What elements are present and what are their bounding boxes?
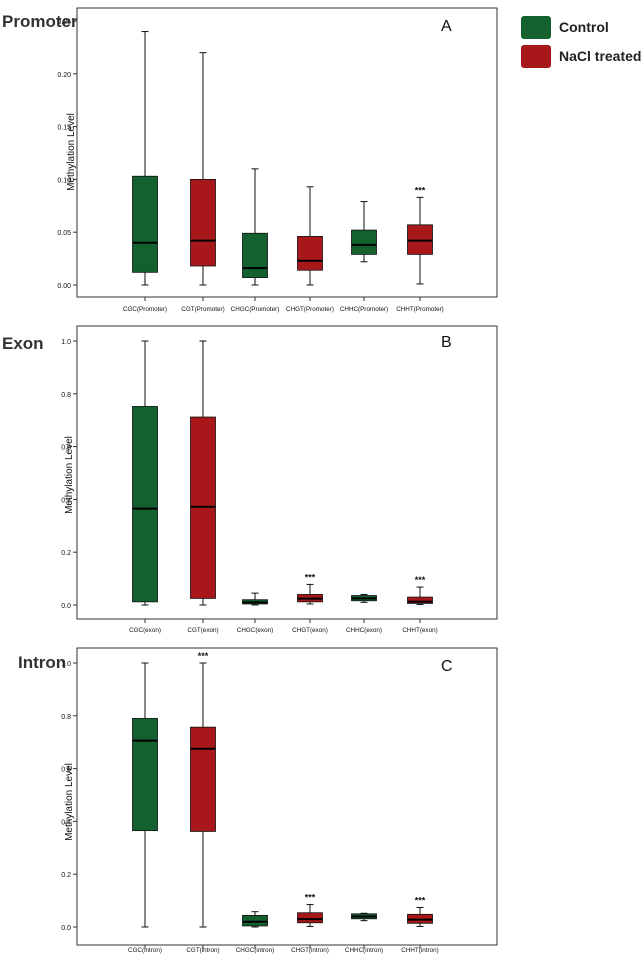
panel-a-letter: A — [441, 18, 452, 35]
panel-c-y-tick-label: 0.2 — [61, 872, 71, 879]
panel-c-x-tick-label: CGC(intron) — [128, 947, 162, 954]
panel-c-box — [297, 912, 323, 924]
panel-b-y-axis-label: Methylation Level — [64, 436, 75, 514]
panel-b-y-tick-label: 0.2 — [61, 550, 71, 557]
panel-a-y-tick-label: 0.10 — [57, 177, 71, 184]
legend-swatch-nacl — [521, 44, 551, 68]
panel-b-x-tick-label: CGT(exon) — [187, 627, 218, 634]
panel-b-title: Exon — [2, 334, 44, 353]
panel-b-x-tick-label: CGC(exon) — [129, 627, 161, 634]
panel-a-y-tick-label: 0.15 — [57, 125, 71, 132]
panel-a-x-tick-label: CHHT(Promoter) — [396, 306, 444, 313]
panel-b-significance-label: *** — [305, 572, 316, 582]
panel-a-y-tick-label: 0.25 — [57, 19, 71, 26]
panel-a-title: Promoter — [2, 12, 78, 31]
panel-a-significance-label: *** — [415, 185, 426, 195]
panel-c-box — [190, 726, 216, 832]
panel-b-significance-label: *** — [415, 575, 426, 585]
panel-a-y-tick-label: 0.05 — [57, 230, 71, 237]
panel-b-y-tick-label: 0.8 — [61, 392, 71, 399]
panel-c-letter: C — [441, 658, 453, 675]
panel-c-x-tick-label: CHGT(intron) — [291, 947, 329, 954]
panel-c-significance-label: *** — [415, 895, 426, 905]
panel-a-box — [351, 229, 377, 255]
panel-a-box — [297, 236, 323, 271]
legend-swatch-control — [521, 15, 551, 39]
panel-a-y-tick-label: 0.20 — [57, 72, 71, 79]
panel-c-x-tick-label: CGT(intron) — [186, 947, 219, 954]
panel-c-y-tick-label: 0.6 — [61, 767, 71, 774]
panel-b-letter: B — [441, 334, 452, 351]
panel-b-frame — [76, 325, 498, 620]
panel-a-box — [132, 175, 158, 273]
legend-label-control: Control — [559, 19, 609, 35]
panel-b-y-tick-label: 0.4 — [61, 497, 71, 504]
panel-a-y-axis-label: Methylation Level — [66, 113, 77, 191]
panel-c-box — [132, 718, 158, 832]
panel-a-x-tick-label: CGC(Promoter) — [123, 306, 167, 313]
panel-b-box — [132, 406, 158, 603]
panel-b-box — [407, 596, 433, 604]
panel-c-x-tick-label: CHHT(intron) — [401, 947, 438, 954]
legend-item-nacl: NaCl treated — [521, 43, 644, 69]
panel-b-x-tick-label: CHHT(exon) — [402, 627, 437, 634]
panel-b-x-tick-label: CHHC(exon) — [346, 627, 382, 634]
panel-a-frame — [76, 7, 498, 298]
panel-c-y-tick-label: 0.4 — [61, 819, 71, 826]
legend-item-control: Control — [521, 14, 644, 40]
panel-c-significance-label: *** — [198, 651, 209, 661]
panel-a-x-tick-label: CHHC(Promoter) — [340, 306, 388, 313]
panel-b-x-tick-label: CHGC(exon) — [237, 627, 273, 634]
panel-c-box — [242, 914, 268, 927]
panel-c-y-tick-label: 0.8 — [61, 714, 71, 721]
panel-a-x-tick-label: CGT(Promoter) — [181, 306, 224, 313]
panel-c-y-axis-label: Methylation Level — [64, 763, 75, 841]
panel-a-y-tick-label: 0.00 — [57, 283, 71, 290]
panel-c-y-tick-label: 0.0 — [61, 925, 71, 932]
legend-label-nacl: NaCl treated — [559, 48, 642, 64]
panel-b-y-tick-label: 0.6 — [61, 445, 71, 452]
panel-a-box — [407, 224, 433, 255]
panel-b-y-tick-label: 1.0 — [61, 339, 71, 346]
panel-a-box — [190, 178, 216, 267]
panel-c-x-tick-label: CHGC(intron) — [236, 947, 275, 954]
panel-c-frame — [76, 647, 498, 946]
panel-a-x-tick-label: CHGC(Promoter) — [231, 306, 280, 313]
panel-c-y-tick-label: 1.0 — [61, 661, 71, 668]
panel-c-significance-label: *** — [305, 893, 316, 903]
panel-c-x-tick-label: CHHC(intron) — [345, 947, 383, 954]
panel-b-x-tick-label: CHGT(exon) — [292, 627, 328, 634]
panel-a-box — [242, 232, 268, 279]
panel-c-title: Intron — [18, 653, 66, 672]
panel-a-x-tick-label: CHGT(Promoter) — [286, 306, 334, 313]
legend: Control NaCl treated — [521, 14, 644, 72]
panel-b-y-tick-label: 0.0 — [61, 603, 71, 610]
